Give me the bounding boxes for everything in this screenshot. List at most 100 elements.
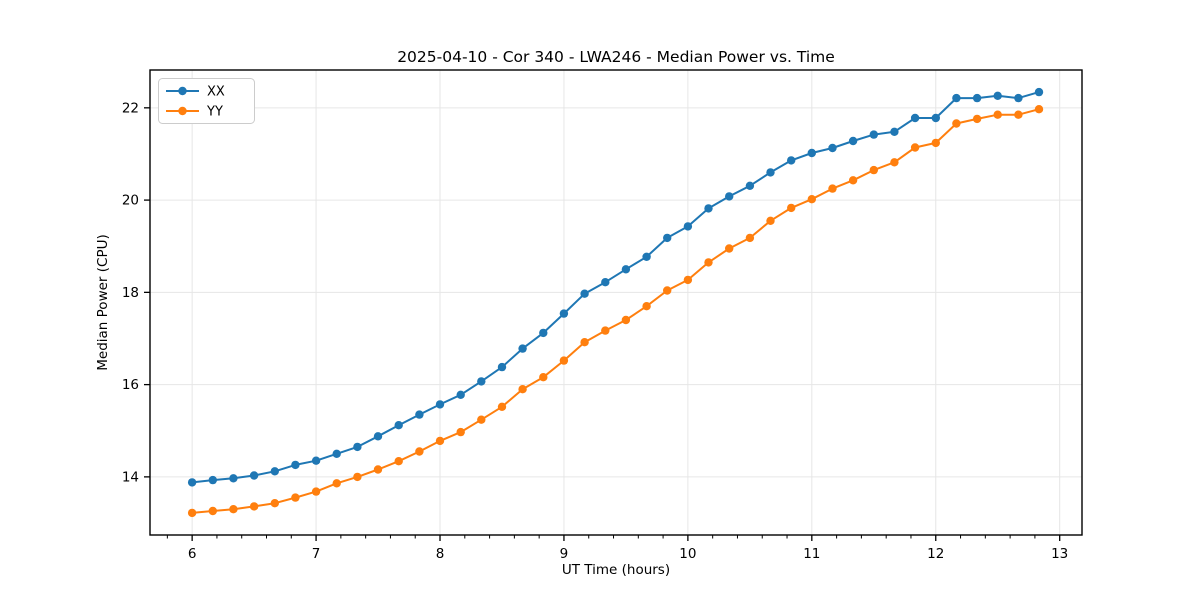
data-point-XX [394, 421, 403, 430]
data-point-XX [787, 156, 796, 165]
data-point-YY [311, 487, 321, 496]
legend-marker-XX [178, 86, 187, 96]
data-point-YY [663, 286, 672, 295]
data-point-YY [291, 493, 300, 502]
data-point-XX [766, 168, 775, 177]
data-point-YY [683, 275, 693, 285]
data-point-XX [807, 148, 816, 158]
legend-label-XX: XX [207, 85, 225, 100]
y-tick-label: 20 [122, 193, 139, 209]
data-point-XX [353, 442, 362, 452]
x-tick-label: 13 [1051, 546, 1068, 562]
data-point-YY [477, 415, 486, 424]
data-point-XX [952, 93, 961, 103]
data-point-YY [435, 436, 445, 446]
legend-label-YY: YY [206, 105, 223, 120]
x-minor-ticks [166, 535, 1036, 539]
y-tick-label: 22 [122, 100, 139, 116]
data-point-XX [642, 252, 651, 261]
x-tick-label: 11 [803, 546, 820, 562]
legend-marker-YY [178, 106, 187, 116]
x-tick-label: 7 [312, 546, 321, 562]
x-tick-label: 12 [927, 546, 944, 562]
data-point-YY [332, 479, 341, 488]
data-point-YY [559, 356, 569, 365]
y-tick-label: 18 [122, 285, 139, 301]
data-point-YY [373, 465, 383, 474]
data-point-XX [683, 222, 693, 231]
data-point-XX [1014, 93, 1023, 103]
data-point-XX [580, 289, 589, 298]
data-point-XX [229, 474, 238, 483]
chart-title: 2025-04-10 - Cor 340 - LWA246 - Median P… [397, 48, 835, 66]
data-point-YY [1034, 105, 1044, 114]
data-point-YY [187, 508, 197, 518]
data-point-XX [848, 136, 858, 146]
data-point-XX [311, 456, 321, 465]
data-point-YY [952, 119, 961, 128]
data-point-XX [497, 362, 507, 372]
data-point-YY [725, 244, 734, 253]
data-point-YY [931, 138, 940, 148]
data-point-YY [993, 110, 1002, 119]
x-tick-label: 9 [560, 546, 569, 562]
data-point-YY [890, 158, 899, 167]
data-point-XX [621, 265, 631, 274]
data-point-YY [456, 427, 465, 437]
series-XX [187, 87, 1044, 487]
data-point-YY [807, 195, 816, 204]
legend: XX YY [158, 78, 255, 124]
data-point-YY [828, 184, 837, 193]
data-point-XX [249, 471, 259, 480]
x-tick-label: 10 [679, 546, 696, 562]
data-point-YY [580, 338, 589, 347]
series-YY [187, 105, 1044, 518]
data-point-YY [229, 505, 238, 514]
plot-border [149, 69, 1083, 536]
data-point-XX [663, 233, 672, 243]
data-point-XX [993, 91, 1002, 101]
data-point-XX [931, 113, 940, 123]
data-point-YY [704, 258, 713, 267]
data-point-XX [373, 432, 383, 441]
data-point-XX [559, 309, 569, 318]
data-point-YY [518, 385, 527, 394]
data-point-YY [249, 502, 259, 511]
data-point-XX [539, 328, 548, 338]
data-point-YY [766, 216, 775, 225]
data-point-YY [208, 506, 217, 516]
data-point-XX [270, 467, 279, 476]
data-point-YY [910, 143, 920, 152]
data-point-YY [539, 373, 548, 382]
data-point-XX [518, 344, 527, 353]
data-point-XX [910, 113, 920, 123]
data-point-YY [642, 302, 651, 311]
y-axis: 14 16 18 20 22 [122, 100, 150, 485]
data-point-XX [187, 478, 197, 487]
data-point-YY [621, 315, 631, 325]
data-point-XX [456, 390, 465, 399]
data-point-XX [415, 410, 424, 419]
data-point-YY [270, 499, 279, 508]
data-point-XX [208, 475, 217, 485]
data-point-XX [477, 377, 486, 386]
x-axis-label: UT Time (hours) [562, 562, 670, 578]
data-point-XX [828, 143, 837, 153]
grid-lines [150, 70, 1082, 535]
data-point-XX [704, 204, 713, 213]
data-point-XX [601, 278, 610, 287]
data-point-YY [353, 472, 362, 482]
data-point-YY [972, 114, 982, 124]
data-point-YY [497, 402, 507, 411]
data-point-XX [435, 400, 445, 409]
x-tick-label: 8 [436, 546, 445, 562]
y-tick-label: 14 [122, 469, 139, 485]
data-point-XX [745, 181, 755, 190]
data-point-YY [394, 457, 403, 466]
data-point-XX [291, 460, 300, 470]
data-point-YY [415, 447, 424, 456]
x-axis: 6 7 8 9 10 11 12 13 [188, 535, 1068, 562]
y-axis-label: Median Power (CPU) [95, 234, 111, 370]
